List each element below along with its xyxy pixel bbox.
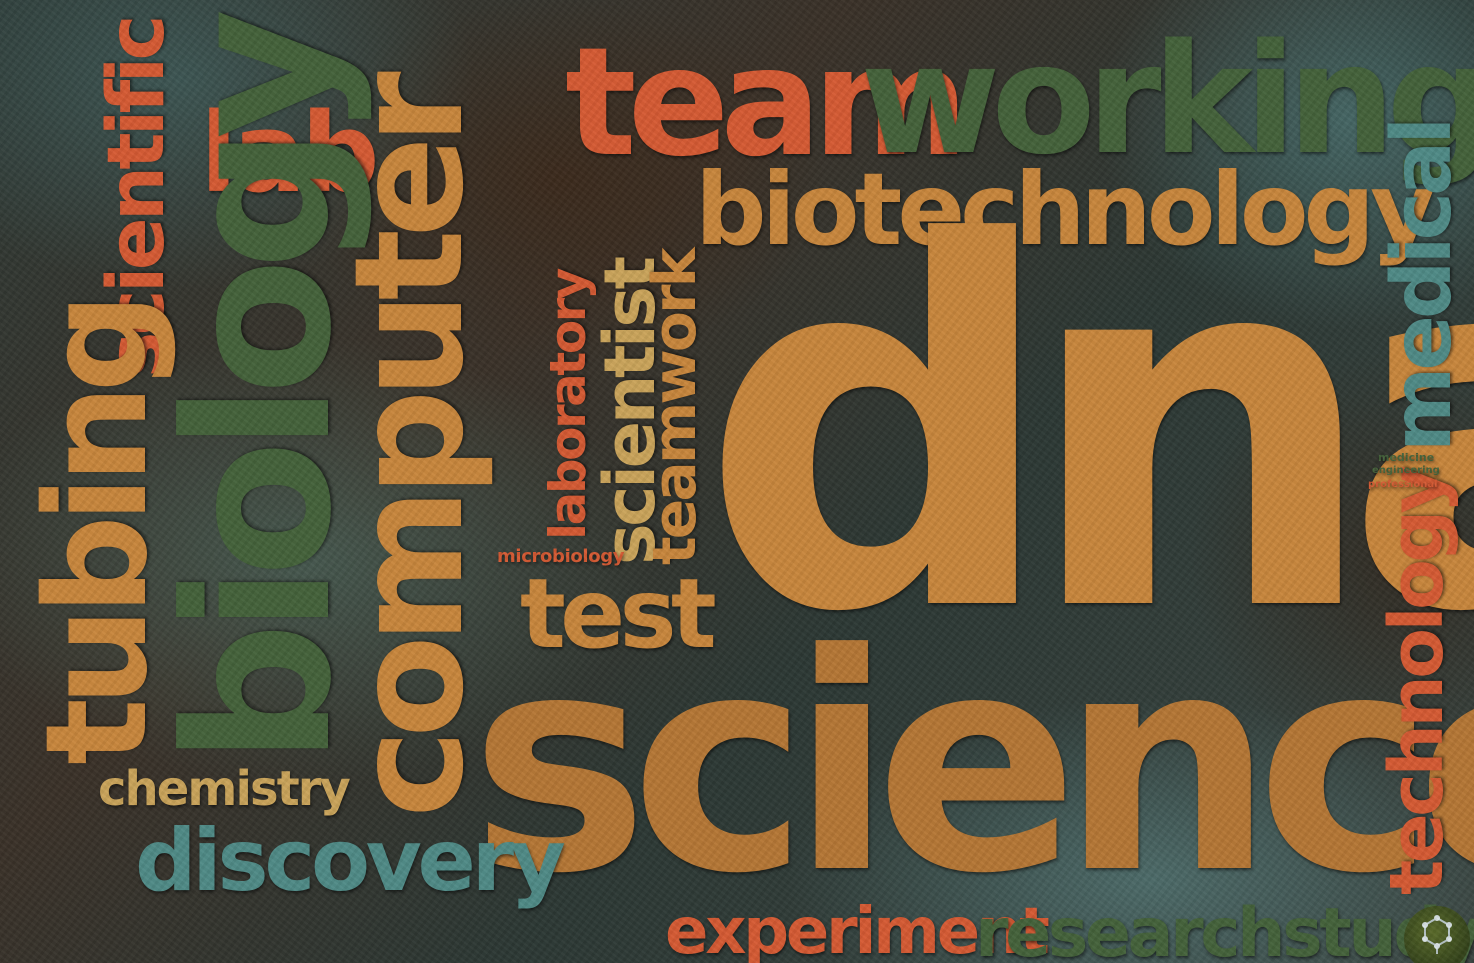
word-discovery: discovery [135,811,566,911]
word-microbiology: microbiology [497,546,625,567]
word-engineering: engineering [1372,465,1440,476]
word-team: team [565,16,969,190]
word-teamwork: teamwork [640,250,710,565]
word-experiment: experiment [665,895,1050,963]
word-laboratory: laboratory [539,270,597,540]
word-biotechnology: biotechnology [695,151,1435,268]
molecule-icon [1404,906,1470,963]
word-chemistry: chemistry [98,761,351,817]
word-dna: dna [700,139,1474,721]
word-research-study: researchstudy [975,894,1474,963]
word-tubing: tubing [16,300,179,765]
word-science: science [470,590,1474,939]
word-test: test [520,558,717,670]
word-lab: lab [200,89,380,217]
word-medicine: medicine [1378,451,1435,464]
word-medical: medical [1375,120,1470,452]
word-professional: professional [1368,479,1438,490]
word-technology: technology [1374,468,1460,895]
word-computer: computer [323,80,497,818]
word-working: working [860,11,1474,188]
